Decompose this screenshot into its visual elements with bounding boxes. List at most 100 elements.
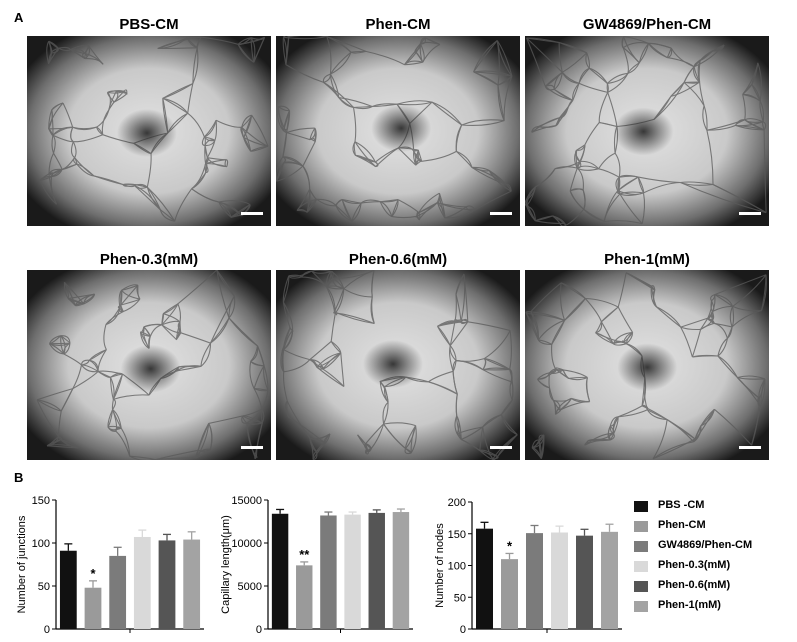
tube-segment bbox=[306, 199, 318, 213]
tube-segment bbox=[39, 179, 57, 205]
tube-segment bbox=[325, 286, 335, 312]
tube-segment bbox=[455, 294, 462, 323]
tube-segment bbox=[205, 159, 226, 165]
bar bbox=[344, 514, 361, 629]
tube-segment bbox=[134, 185, 161, 211]
tube-segment bbox=[107, 426, 116, 432]
tube-segment bbox=[51, 135, 55, 154]
tube-segment bbox=[49, 343, 64, 355]
tube-segment bbox=[365, 50, 405, 66]
tube-segment bbox=[488, 170, 512, 192]
tube-segment bbox=[683, 82, 705, 106]
tube-segment bbox=[242, 408, 263, 417]
micrograph-phen-cm bbox=[276, 36, 520, 226]
tube-segment bbox=[334, 311, 375, 325]
tube-segment bbox=[729, 306, 734, 328]
tube-segment bbox=[492, 456, 499, 460]
tube-segment bbox=[449, 321, 469, 346]
tube-segment bbox=[652, 419, 668, 460]
tube-segment bbox=[113, 90, 119, 103]
tube-segment bbox=[218, 201, 232, 218]
tube-segment bbox=[282, 37, 287, 65]
tube-segment bbox=[449, 345, 457, 361]
tube-segment bbox=[353, 106, 373, 110]
tube-segment bbox=[312, 451, 318, 460]
bar bbox=[109, 555, 127, 629]
tube-segment bbox=[96, 126, 104, 136]
tube-segment bbox=[162, 97, 189, 114]
tube-segment bbox=[551, 344, 556, 370]
tube-segment bbox=[197, 423, 210, 451]
tube-segment bbox=[159, 209, 176, 222]
tube-segment bbox=[617, 272, 627, 308]
tube-segment bbox=[48, 41, 53, 54]
tube-segment bbox=[585, 377, 591, 402]
tube-segment bbox=[473, 71, 512, 77]
tube-segment bbox=[208, 415, 243, 424]
tube-segment bbox=[637, 177, 644, 194]
legend-label: Phen-0.3(mM) bbox=[658, 559, 731, 571]
tube-segment bbox=[159, 209, 175, 222]
micrograph-graphic bbox=[525, 36, 769, 226]
central-cluster bbox=[613, 107, 674, 156]
tube-segment bbox=[51, 109, 54, 136]
tube-segment bbox=[283, 128, 288, 133]
tube-segment bbox=[492, 434, 518, 460]
legend-swatch bbox=[634, 541, 648, 552]
tube-segment bbox=[122, 184, 135, 187]
tube-segment bbox=[482, 369, 512, 383]
micrograph-graphic bbox=[276, 36, 520, 226]
tube-segment bbox=[281, 327, 291, 351]
tube-segment bbox=[282, 275, 290, 303]
tube-segment bbox=[216, 270, 230, 319]
tube-segment bbox=[63, 282, 69, 299]
tube-segment bbox=[454, 294, 457, 322]
tube-segment bbox=[530, 282, 562, 313]
y-tick-label: 150 bbox=[32, 495, 50, 507]
tube-segment bbox=[420, 41, 441, 46]
tube-segment bbox=[525, 311, 531, 314]
tube-segment bbox=[241, 114, 252, 128]
tube-segment bbox=[206, 140, 216, 158]
tube-segment bbox=[155, 449, 199, 460]
tube-segment bbox=[282, 301, 294, 331]
tube-segment bbox=[419, 43, 425, 63]
bar bbox=[551, 532, 568, 629]
tube-segment bbox=[60, 439, 80, 449]
tube-segment bbox=[568, 376, 588, 381]
tube-segment bbox=[680, 181, 714, 186]
tube-segment bbox=[545, 71, 563, 87]
image-title-gw4869-phen-cm: GW4869/Phen-CM bbox=[582, 16, 712, 33]
tube-segment bbox=[316, 352, 341, 368]
tube-segment bbox=[555, 108, 568, 126]
tube-segment bbox=[641, 405, 668, 421]
bar bbox=[183, 539, 201, 629]
tube-segment bbox=[282, 371, 288, 402]
tube-segment bbox=[300, 270, 312, 278]
tube-segment bbox=[58, 436, 79, 449]
tube-segment bbox=[72, 364, 83, 389]
scale-bar bbox=[739, 446, 761, 449]
tube-segment bbox=[391, 199, 399, 217]
y-tick-label: 0 bbox=[256, 624, 262, 636]
tube-segment bbox=[612, 341, 627, 345]
tube-network bbox=[276, 36, 513, 222]
micrograph-phen-0-3 bbox=[27, 270, 271, 460]
tube-segment bbox=[282, 275, 290, 303]
tube-segment bbox=[60, 388, 74, 412]
tube-segment bbox=[146, 186, 161, 210]
tube-segment bbox=[254, 456, 257, 460]
tube-segment bbox=[111, 399, 114, 410]
tube-segment bbox=[380, 199, 399, 203]
tube-segment bbox=[57, 47, 71, 52]
micrograph-gw4869-phen-cm bbox=[525, 36, 769, 226]
legend-swatch bbox=[634, 601, 648, 612]
tube-segment bbox=[309, 138, 316, 143]
tube-segment bbox=[576, 167, 584, 191]
tube-segment bbox=[509, 369, 514, 401]
tube-segment bbox=[276, 165, 304, 182]
tube-segment bbox=[52, 134, 74, 143]
tube-segment bbox=[535, 168, 556, 188]
tube-segment bbox=[670, 81, 700, 97]
tube-segment bbox=[621, 36, 625, 49]
